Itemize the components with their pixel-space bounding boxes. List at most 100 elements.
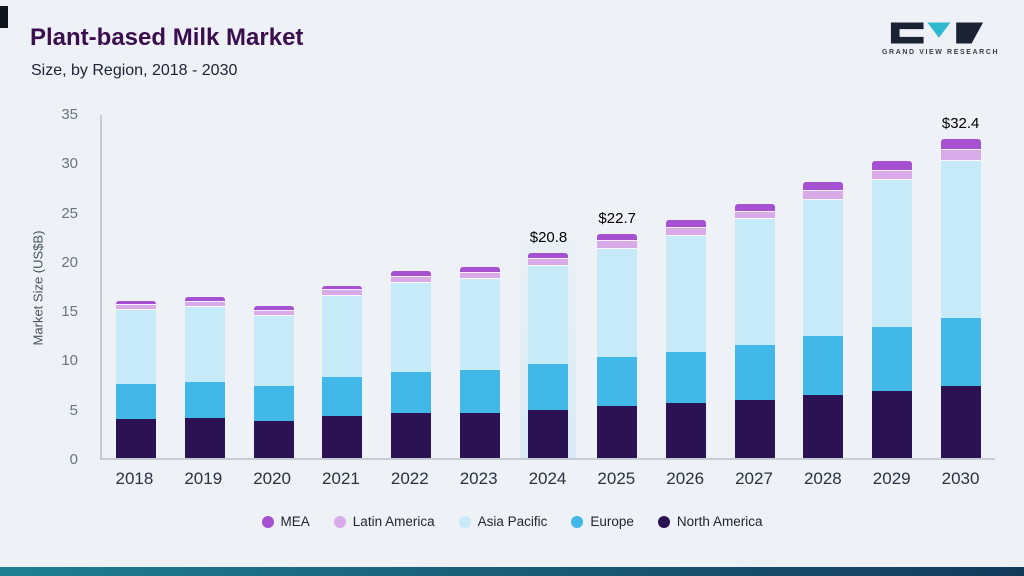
bar-segment-europe[interactable] xyxy=(322,377,363,416)
bar-segment-latin-america[interactable] xyxy=(459,272,500,279)
bar-segment-europe[interactable] xyxy=(803,335,844,395)
x-tick-label-2026: 2026 xyxy=(666,469,705,488)
bar-slot-2022 xyxy=(377,115,446,458)
bar-segment-latin-america[interactable] xyxy=(253,311,294,317)
bar-segment-latin-america[interactable] xyxy=(322,290,363,297)
legend-dot-mea xyxy=(261,515,274,528)
bar-segment-mea[interactable] xyxy=(803,182,844,191)
bar-segment-asia-pacific[interactable] xyxy=(459,278,500,371)
stacked-bar-2020[interactable] xyxy=(253,306,294,458)
bar-segment-asia-pacific[interactable] xyxy=(185,307,226,383)
bar-segment-mea[interactable] xyxy=(940,138,981,150)
legend-item-europe[interactable]: Europe xyxy=(571,514,634,529)
stacked-bar-2028[interactable] xyxy=(803,182,844,458)
bar-segment-mea[interactable] xyxy=(116,301,157,306)
bar-segment-mea[interactable] xyxy=(597,234,638,242)
bar-segment-mea[interactable] xyxy=(185,297,226,303)
stacked-bar-2021[interactable] xyxy=(322,285,363,458)
bar-segment-europe[interactable] xyxy=(665,351,706,403)
bar-segment-mea[interactable] xyxy=(322,285,363,291)
bar-segment-asia-pacific[interactable] xyxy=(322,296,363,378)
y-axis-ticks: 0 5 10 15 20 25 30 35 xyxy=(0,106,88,468)
y-tick-label: 15 xyxy=(61,303,78,321)
bar-segment-north-america[interactable] xyxy=(528,409,569,458)
bar-segment-latin-america[interactable] xyxy=(597,241,638,250)
bar-segment-latin-america[interactable] xyxy=(940,149,981,162)
bar-segment-north-america[interactable] xyxy=(734,399,775,458)
bar-segment-asia-pacific[interactable] xyxy=(871,180,912,327)
legend-label-latin-america: Latin America xyxy=(352,514,435,529)
bar-segment-asia-pacific[interactable] xyxy=(391,282,432,373)
y-tick-label: 10 xyxy=(61,352,78,370)
bar-segment-latin-america[interactable] xyxy=(116,305,157,311)
bar-segment-asia-pacific[interactable] xyxy=(734,219,775,345)
bar-segment-north-america[interactable] xyxy=(116,418,157,458)
stacked-bar-2023[interactable] xyxy=(459,266,500,458)
x-tick-label-2024: 2024 xyxy=(528,469,567,488)
bar-segment-europe[interactable] xyxy=(185,382,226,418)
bar-segment-latin-america[interactable] xyxy=(391,276,432,283)
bar-segment-north-america[interactable] xyxy=(185,417,226,458)
stacked-bar-2022[interactable] xyxy=(391,270,432,458)
stacked-bar-2024[interactable] xyxy=(528,253,569,458)
bar-segment-asia-pacific[interactable] xyxy=(940,161,981,319)
bar-segment-north-america[interactable] xyxy=(459,412,500,458)
legend-item-latin-america[interactable]: Latin America xyxy=(333,514,435,529)
bar-segment-mea[interactable] xyxy=(528,253,569,259)
bar-segment-north-america[interactable] xyxy=(253,420,294,458)
bar-segment-mea[interactable] xyxy=(459,266,500,273)
stacked-bar-2027[interactable] xyxy=(734,203,775,458)
bar-segment-europe[interactable] xyxy=(528,364,569,410)
bar-segment-latin-america[interactable] xyxy=(185,302,226,308)
bar-segment-europe[interactable] xyxy=(391,372,432,413)
bar-slot-2030 xyxy=(926,115,995,458)
bar-segment-latin-america[interactable] xyxy=(734,211,775,220)
bar-segment-europe[interactable] xyxy=(597,357,638,406)
bar-segment-europe[interactable] xyxy=(734,344,775,400)
bar-segment-asia-pacific[interactable] xyxy=(116,310,157,385)
bar-segment-latin-america[interactable] xyxy=(528,258,569,266)
bar-segment-asia-pacific[interactable] xyxy=(665,236,706,352)
bar-segment-north-america[interactable] xyxy=(871,390,912,458)
bar-segment-europe[interactable] xyxy=(253,386,294,421)
stacked-bar-2025[interactable] xyxy=(597,234,638,458)
stacked-bar-2029[interactable] xyxy=(871,161,912,458)
bar-segment-asia-pacific[interactable] xyxy=(803,199,844,336)
bar-segment-north-america[interactable] xyxy=(940,386,981,458)
legend: MEA Latin America Asia Pacific Europe North … xyxy=(0,514,1024,529)
bar-slot-2018 xyxy=(102,115,171,458)
bar-segment-europe[interactable] xyxy=(871,326,912,391)
bar-segment-latin-america[interactable] xyxy=(803,190,844,200)
stacked-bar-2018[interactable] xyxy=(116,301,157,458)
bar-segment-north-america[interactable] xyxy=(391,412,432,458)
bar-slot-2027 xyxy=(720,115,789,458)
bar-segment-mea[interactable] xyxy=(871,161,912,171)
bar-segment-europe[interactable] xyxy=(116,384,157,419)
x-tick-label-2020: 2020 xyxy=(253,469,292,488)
legend-dot-latin-america xyxy=(333,515,346,528)
bar-segment-mea[interactable] xyxy=(253,306,294,312)
bar-segment-mea[interactable] xyxy=(391,270,432,277)
legend-item-north-america[interactable]: North America xyxy=(657,514,763,529)
bar-segment-north-america[interactable] xyxy=(322,415,363,458)
bar-segment-north-america[interactable] xyxy=(803,394,844,458)
bar-segment-latin-america[interactable] xyxy=(665,228,706,237)
bar-segment-asia-pacific[interactable] xyxy=(528,265,569,365)
bar-segment-asia-pacific[interactable] xyxy=(253,316,294,387)
stacked-bar-2019[interactable] xyxy=(185,297,226,458)
bar-segment-latin-america[interactable] xyxy=(871,170,912,181)
bar-segment-mea[interactable] xyxy=(734,203,775,212)
stacked-bar-2030[interactable] xyxy=(940,138,981,458)
bar-segment-europe[interactable] xyxy=(940,318,981,387)
bar-segment-europe[interactable] xyxy=(459,370,500,413)
bar-segment-north-america[interactable] xyxy=(665,402,706,458)
legend-label-north-america: North America xyxy=(676,514,763,529)
legend-item-asia-pacific[interactable]: Asia Pacific xyxy=(458,514,547,529)
bar-segment-north-america[interactable] xyxy=(597,405,638,458)
stacked-bar-2026[interactable] xyxy=(665,220,706,458)
bar-segment-asia-pacific[interactable] xyxy=(597,249,638,358)
legend-item-mea[interactable]: MEA xyxy=(261,514,310,529)
bar-segment-mea[interactable] xyxy=(665,220,706,229)
y-tick-label: 30 xyxy=(61,155,78,173)
logo-text: GRAND VIEW RESEARCH xyxy=(882,49,1000,56)
